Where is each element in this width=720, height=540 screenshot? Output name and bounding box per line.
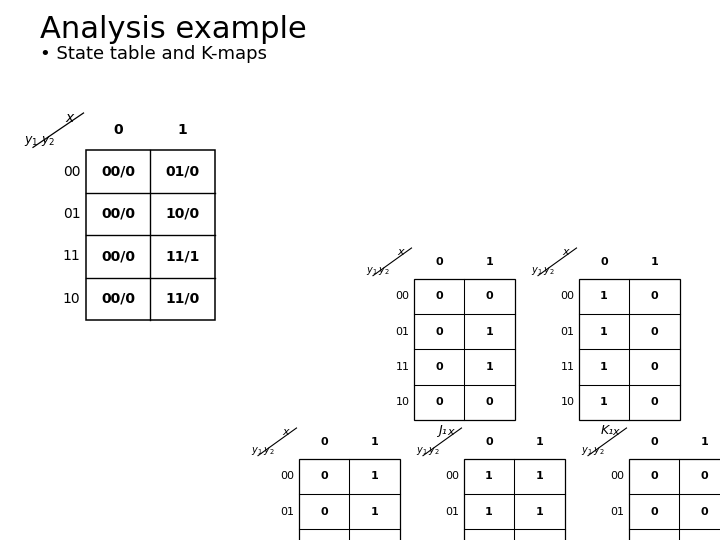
Text: 01: 01 bbox=[611, 507, 624, 517]
Text: 01/0: 01/0 bbox=[166, 165, 199, 179]
Text: $y_1\,y_2$: $y_1\,y_2$ bbox=[581, 446, 605, 457]
Text: 1: 1 bbox=[485, 507, 492, 517]
Text: 1: 1 bbox=[486, 257, 493, 267]
Text: 0: 0 bbox=[650, 437, 657, 447]
Text: 1: 1 bbox=[371, 437, 379, 447]
Text: 0: 0 bbox=[651, 362, 658, 372]
Text: K₁: K₁ bbox=[601, 424, 614, 437]
Text: 0: 0 bbox=[701, 507, 708, 517]
Text: 0: 0 bbox=[320, 437, 328, 447]
Text: 11: 11 bbox=[560, 362, 575, 372]
Text: 0: 0 bbox=[651, 327, 658, 336]
Text: J₁: J₁ bbox=[438, 424, 447, 437]
Text: 01: 01 bbox=[281, 507, 294, 517]
Text: 1: 1 bbox=[536, 507, 544, 517]
Text: x: x bbox=[447, 427, 454, 437]
Text: 10: 10 bbox=[63, 292, 81, 306]
Text: x: x bbox=[397, 247, 404, 258]
Text: 11: 11 bbox=[395, 362, 410, 372]
Text: 00: 00 bbox=[560, 291, 575, 301]
Text: 0: 0 bbox=[435, 291, 443, 301]
Text: 0: 0 bbox=[650, 471, 657, 481]
Text: 00: 00 bbox=[611, 471, 624, 481]
Text: 1: 1 bbox=[600, 362, 608, 372]
Text: 11/1: 11/1 bbox=[166, 249, 200, 264]
Text: 00: 00 bbox=[395, 291, 410, 301]
Text: 11/0: 11/0 bbox=[166, 292, 199, 306]
Text: 1: 1 bbox=[371, 471, 379, 481]
Text: 0: 0 bbox=[650, 507, 657, 517]
Text: 00: 00 bbox=[446, 471, 459, 481]
Text: 1: 1 bbox=[178, 123, 187, 137]
Bar bbox=[299, 458, 400, 540]
Text: 0: 0 bbox=[435, 362, 443, 372]
Text: $y_1\,y_2$: $y_1\,y_2$ bbox=[416, 446, 440, 457]
Text: 0: 0 bbox=[486, 397, 493, 407]
Text: 0: 0 bbox=[486, 291, 493, 301]
Text: 00/0: 00/0 bbox=[101, 249, 135, 264]
Text: 1: 1 bbox=[600, 291, 608, 301]
Text: • State table and K-maps: • State table and K-maps bbox=[40, 45, 267, 63]
Text: Analysis example: Analysis example bbox=[40, 15, 307, 44]
Bar bbox=[464, 458, 565, 540]
Text: 0: 0 bbox=[701, 471, 708, 481]
Text: 01: 01 bbox=[63, 207, 81, 221]
Text: 1: 1 bbox=[486, 327, 493, 336]
Text: 00/0: 00/0 bbox=[101, 165, 135, 179]
Text: 0: 0 bbox=[435, 257, 443, 267]
Text: 0: 0 bbox=[435, 327, 443, 336]
Text: 00: 00 bbox=[63, 165, 81, 179]
Bar bbox=[629, 458, 720, 540]
Text: 10: 10 bbox=[395, 397, 410, 407]
Text: 0: 0 bbox=[113, 123, 122, 137]
Text: 1: 1 bbox=[536, 471, 544, 481]
Text: 01: 01 bbox=[560, 327, 575, 336]
Text: 0: 0 bbox=[600, 257, 608, 267]
Text: 11: 11 bbox=[63, 249, 81, 264]
Text: 0: 0 bbox=[435, 397, 443, 407]
Text: 0: 0 bbox=[651, 397, 658, 407]
Text: 10/0: 10/0 bbox=[166, 207, 199, 221]
Text: 01: 01 bbox=[395, 327, 410, 336]
Text: 0: 0 bbox=[320, 507, 328, 517]
Text: $y_1\,y_2$: $y_1\,y_2$ bbox=[531, 265, 554, 277]
Text: 0: 0 bbox=[320, 471, 328, 481]
Text: x: x bbox=[282, 427, 289, 437]
Text: 1: 1 bbox=[536, 437, 544, 447]
Bar bbox=[413, 279, 515, 420]
Text: 10: 10 bbox=[560, 397, 575, 407]
Text: 1: 1 bbox=[371, 507, 379, 517]
Text: 1: 1 bbox=[651, 257, 659, 267]
Text: 1: 1 bbox=[600, 327, 608, 336]
Text: 00/0: 00/0 bbox=[101, 292, 135, 306]
Bar bbox=[86, 150, 215, 320]
Text: 1: 1 bbox=[485, 471, 492, 481]
Text: 1: 1 bbox=[600, 397, 608, 407]
Text: $y_1\,y_2$: $y_1\,y_2$ bbox=[366, 265, 390, 277]
Text: $y_1\,y_2$: $y_1\,y_2$ bbox=[251, 446, 274, 457]
Text: 00/0: 00/0 bbox=[101, 207, 135, 221]
Text: 0: 0 bbox=[651, 291, 658, 301]
Text: 00: 00 bbox=[281, 471, 294, 481]
Text: 1: 1 bbox=[701, 437, 708, 447]
Text: x: x bbox=[66, 111, 74, 125]
Text: $y_1\;y_2$: $y_1\;y_2$ bbox=[24, 134, 55, 149]
Text: x: x bbox=[562, 247, 569, 258]
Text: 0: 0 bbox=[485, 437, 492, 447]
Bar bbox=[578, 279, 680, 420]
Text: x: x bbox=[612, 427, 618, 437]
Text: 01: 01 bbox=[446, 507, 459, 517]
Text: 1: 1 bbox=[486, 362, 493, 372]
